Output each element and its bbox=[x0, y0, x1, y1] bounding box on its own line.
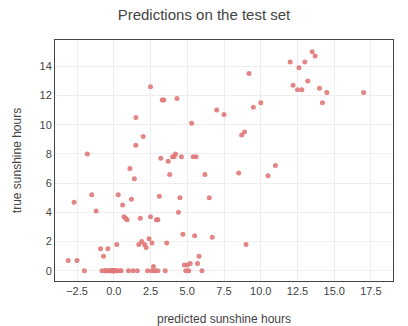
svg-text:6: 6 bbox=[46, 177, 52, 189]
svg-text:2.5: 2.5 bbox=[143, 285, 158, 297]
svg-text:14: 14 bbox=[40, 60, 52, 72]
svg-text:0: 0 bbox=[46, 265, 52, 277]
svg-text:−2.5: −2.5 bbox=[66, 285, 88, 297]
svg-text:10: 10 bbox=[40, 119, 52, 131]
svg-text:12.5: 12.5 bbox=[287, 285, 308, 297]
svg-text:8: 8 bbox=[46, 148, 52, 160]
svg-text:5.0: 5.0 bbox=[180, 285, 195, 297]
svg-text:predicted sunshine hours: predicted sunshine hours bbox=[157, 312, 291, 326]
svg-text:Predictions on the test set: Predictions on the test set bbox=[118, 6, 291, 23]
svg-text:0.0: 0.0 bbox=[106, 285, 121, 297]
svg-text:7.5: 7.5 bbox=[216, 285, 231, 297]
svg-text:15.0: 15.0 bbox=[324, 285, 345, 297]
svg-text:4: 4 bbox=[46, 206, 52, 218]
svg-text:12: 12 bbox=[40, 89, 52, 101]
svg-text:2: 2 bbox=[46, 235, 52, 247]
svg-text:17.5: 17.5 bbox=[360, 285, 381, 297]
svg-text:10.0: 10.0 bbox=[250, 285, 271, 297]
svg-text:true sunshine hours: true sunshine hours bbox=[10, 108, 24, 213]
